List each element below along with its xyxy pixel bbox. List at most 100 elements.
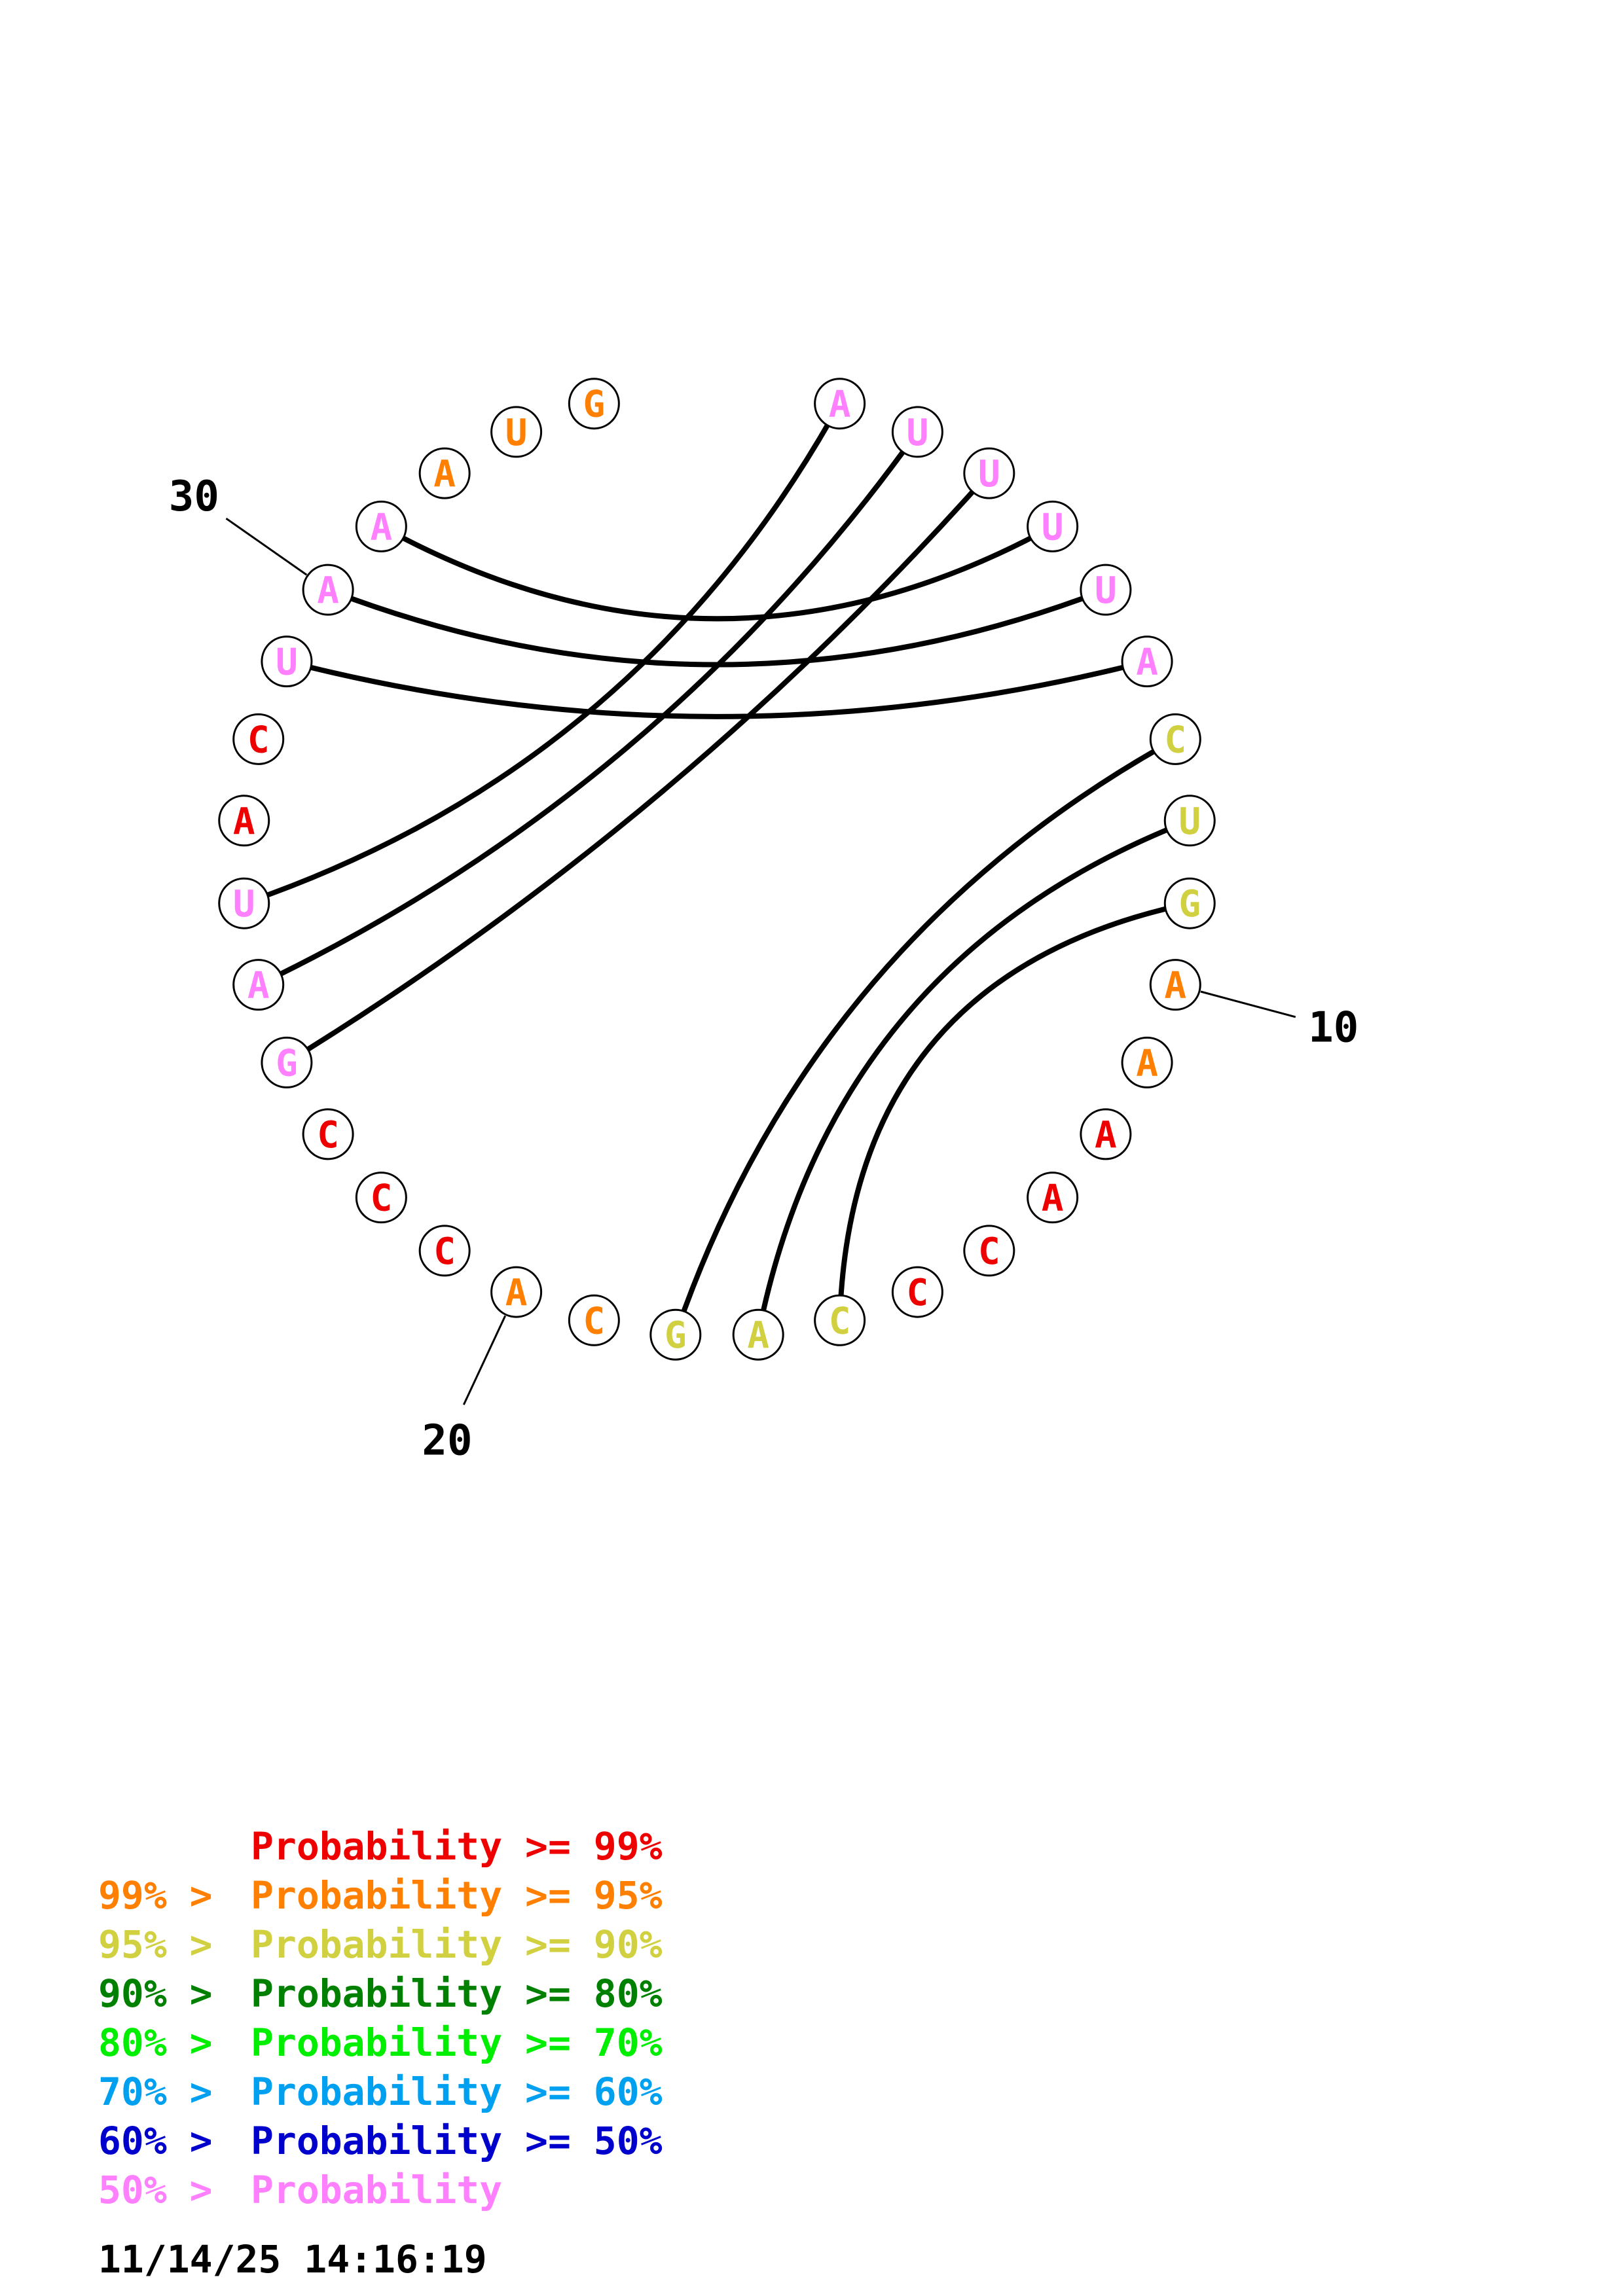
nucleotide-circle — [355, 500, 407, 552]
nucleotide-8: U — [1163, 795, 1216, 847]
legend-row: 90% > Probability >= 80% — [98, 1975, 663, 2013]
nucleotide-4: U — [1027, 500, 1079, 552]
base-pair-arcs — [241, 401, 1193, 1338]
nucleotide-circle — [232, 959, 285, 1011]
position-label-30: 30 — [169, 473, 219, 521]
legend-row: 80% > Probability >= 70% — [98, 2024, 663, 2062]
nucleotide-base: A — [1164, 965, 1186, 1007]
nucleotide-circle — [1080, 1108, 1132, 1160]
nucleotide-18: G — [649, 1308, 702, 1361]
nucleotide-circle — [232, 713, 285, 765]
legend-threshold: >= 99% — [502, 1824, 663, 1869]
legend-row: 70% > Probability >= 60% — [98, 2073, 663, 2111]
nucleotide-28: C — [232, 713, 285, 765]
legend-row: 99% > Probability >= 95% — [98, 1876, 663, 1914]
nucleotide-20: A — [490, 1266, 543, 1318]
nucleotide-1: A — [814, 378, 866, 430]
nucleotide-base: A — [1136, 1042, 1158, 1085]
nucleotide-base: C — [247, 719, 270, 761]
nucleotide-base: U — [978, 453, 1000, 495]
nucleotide-circle — [814, 378, 866, 430]
legend-prefix: 99% > — [98, 1873, 236, 1918]
nucleotide-circle — [1163, 795, 1216, 847]
pair-arc-1-26 — [241, 401, 843, 906]
nucleotide-31: A — [355, 500, 407, 552]
nucleotide-2: U — [891, 406, 943, 458]
nucleotide-circle — [1121, 1036, 1173, 1088]
nucleotide-circle — [568, 1294, 620, 1346]
nucleotide-circle — [568, 378, 620, 430]
legend-row: 60% > Probability >= 50% — [98, 2122, 663, 2160]
nucleotide-base: A — [370, 506, 392, 548]
legend-label: Probability — [251, 2070, 503, 2114]
position-label-10: 10 — [1308, 1003, 1359, 1052]
nucleotide-circle — [1080, 564, 1132, 616]
nucleotide-15: C — [891, 1266, 943, 1318]
legend-prefix: 90% > — [98, 1971, 236, 2016]
pair-arc-8-17 — [756, 817, 1193, 1338]
legend-threshold: >= 70% — [502, 2020, 663, 2065]
nucleotide-22: C — [355, 1172, 407, 1224]
nucleotide-26: U — [218, 877, 270, 929]
legend-label: Probability — [251, 2020, 503, 2065]
nucleotide-9: G — [1163, 877, 1216, 929]
nucleotide-circle — [261, 1036, 313, 1088]
nucleotide-circle — [963, 1225, 1015, 1277]
pair-arc-3-24 — [283, 471, 992, 1066]
nucleotide-circle — [1121, 636, 1173, 688]
nucleotide-base: U — [505, 412, 528, 454]
nucleotide-29: U — [261, 636, 313, 688]
legend-row: 50% > Probability — [98, 2171, 502, 2209]
legend-label: Probability — [251, 1971, 503, 2016]
nucleotide-circle — [1027, 1172, 1079, 1224]
nucleotide-circle — [1149, 959, 1201, 1011]
nucleotide-circle — [1027, 500, 1079, 552]
nucleotide-14: C — [963, 1225, 1015, 1277]
nucleotide-13: A — [1027, 1172, 1079, 1224]
nucleotide-base: U — [1042, 506, 1064, 548]
pair-arc-2-25 — [255, 429, 921, 988]
nucleotide-19: C — [568, 1294, 620, 1346]
nucleotide-3: U — [963, 447, 1015, 499]
timestamp: 11/14/25 14:16:19 — [98, 2237, 487, 2282]
nucleotide-base: A — [1136, 641, 1158, 684]
pair-arc-9-16 — [837, 901, 1193, 1323]
nucleotide-base: C — [1164, 719, 1186, 761]
nucleotide-base: A — [247, 965, 270, 1007]
legend-threshold: >= 95% — [502, 1873, 663, 1918]
nucleotide-11: A — [1121, 1036, 1173, 1088]
legend-label: Probability — [251, 1873, 503, 1918]
legend-label: Probability — [251, 1922, 503, 1967]
legend-prefix: 95% > — [98, 1922, 236, 1967]
tick-line-30 — [225, 517, 308, 576]
nucleotide-23: C — [302, 1108, 354, 1160]
nucleotide-circle — [261, 636, 313, 688]
nucleotide-17: A — [732, 1308, 784, 1361]
nucleotide-base: A — [505, 1272, 528, 1314]
legend-label: Probability — [251, 2119, 503, 2163]
nucleotide-base: U — [233, 883, 255, 925]
nucleotide-base: C — [370, 1177, 392, 1220]
legend-prefix: 50% > — [98, 2168, 236, 2212]
nucleotide-6: A — [1121, 636, 1173, 688]
legend-row: 95% > Probability >= 90% — [98, 1926, 663, 1964]
nucleotide-base: U — [1178, 800, 1201, 843]
nucleotide-30: A — [302, 564, 354, 616]
legend-label: Probability — [251, 1824, 503, 1869]
nucleotide-base: A — [747, 1314, 769, 1357]
nucleotide-base: A — [829, 384, 851, 426]
legend-threshold: >= 80% — [502, 1971, 663, 2016]
nucleotide-base: C — [433, 1230, 456, 1273]
legend-threshold: >= 60% — [502, 2070, 663, 2114]
nucleotide-16: C — [814, 1294, 866, 1346]
legend-label: Probability — [251, 2168, 503, 2212]
nucleotide-base: U — [1095, 569, 1117, 612]
tick-line-10 — [1200, 990, 1296, 1018]
nucleotide-circle — [218, 795, 270, 847]
nucleotide-base: U — [907, 412, 929, 454]
nucleotide-base: G — [1178, 883, 1201, 925]
nucleotide-circle — [218, 877, 270, 929]
nucleotide-base: A — [1095, 1114, 1117, 1157]
nucleotide-circle — [891, 1266, 943, 1318]
